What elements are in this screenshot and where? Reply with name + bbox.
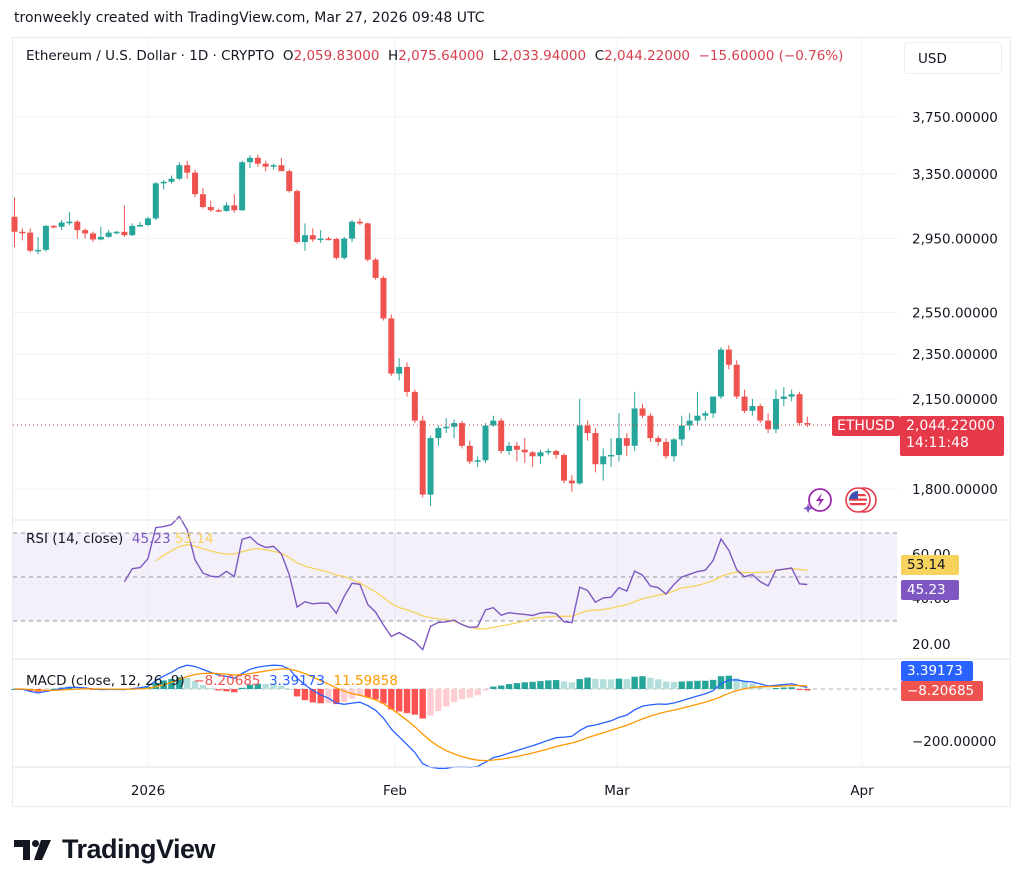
- time-tick: 2026: [131, 783, 165, 799]
- rsi-lines: [123, 515, 808, 652]
- open-value: 2,059.83000: [293, 48, 380, 64]
- rsi-ma-value: 53.14: [174, 531, 214, 547]
- rsi-value-tag: 45.23: [901, 580, 959, 600]
- rsi-legend: RSI (14, close) 45.23 53.14: [26, 531, 214, 547]
- price-axis[interactable]: 3,750.00000 3,350.00000 2,950.00000 2,550.0…: [912, 110, 998, 750]
- price-tick: 2,150.00000: [912, 392, 998, 408]
- price-tick: 2,550.00000: [912, 305, 998, 321]
- gridlines: [13, 38, 897, 767]
- symbol-tag: ETHUSD: [832, 416, 900, 436]
- macd-line-value: 3.39173: [269, 673, 325, 689]
- high-label: H: [388, 48, 399, 64]
- lightning-icon[interactable]: [803, 488, 832, 514]
- open-label: O: [282, 48, 294, 64]
- macd-signal-value: 11.59858: [333, 673, 398, 689]
- close-value: 2,044.22000: [604, 48, 691, 64]
- rsi-ma-tag: 53.14: [901, 555, 959, 575]
- macd-line-tag: 3.39173: [901, 661, 973, 681]
- low-value: 2,033.94000: [500, 48, 587, 64]
- rsi-title: RSI (14, close): [26, 531, 124, 547]
- macd-histogram-tag: −8.20685: [901, 681, 983, 701]
- time-tick: Feb: [383, 783, 407, 799]
- us-flag-icon[interactable]: [845, 487, 877, 513]
- time-tick: Mar: [604, 783, 630, 799]
- price-tick: 2,950.00000: [912, 232, 998, 248]
- macd-tick: −200.00000: [912, 734, 996, 750]
- rsi-tick: 20.00: [912, 637, 951, 653]
- symbol-description: Ethereum / U.S. Dollar · 1D · CRYPTO: [26, 48, 275, 64]
- macd-title: MACD (close, 12, 26, 9): [26, 673, 185, 689]
- time-tick: Apr: [850, 783, 874, 799]
- time-axis[interactable]: 2026 Feb Mar Apr: [131, 783, 874, 799]
- macd-legend: MACD (close, 12, 26, 9) −8.20685 3.39173…: [26, 673, 398, 689]
- last-price-value: 2,044.22000: [906, 418, 996, 434]
- tradingview-logo-icon: [14, 839, 51, 860]
- tradingview-logo[interactable]: TradingView: [14, 834, 216, 865]
- chart-frame: [12, 37, 1011, 807]
- macd-plot: [11, 664, 811, 770]
- price-tick: 1,800.00000: [912, 482, 998, 498]
- price-tick: 3,750.00000: [912, 110, 998, 126]
- price-tick: 3,350.00000: [912, 167, 998, 183]
- close-label: C: [594, 48, 605, 64]
- chart-caption: tronweekly created with TradingView.com,…: [14, 10, 485, 26]
- macd-histogram-value: −8.20685: [193, 673, 261, 689]
- candles: [11, 154, 811, 507]
- price-tick: 2,350.00000: [912, 347, 998, 363]
- change-value: −15.60000 (−0.76%): [698, 48, 844, 64]
- last-price-tag: 2,044.22000 14:11:48: [900, 416, 1004, 456]
- candle-countdown: 14:11:48: [906, 435, 969, 451]
- low-label: L: [492, 48, 501, 64]
- currency-button[interactable]: USD: [904, 42, 1002, 74]
- ohlc-legend: Ethereum / U.S. Dollar · 1D · CRYPTO O2,…: [26, 48, 843, 64]
- tradingview-brand: TradingView: [62, 834, 216, 864]
- high-value: 2,075.64000: [398, 48, 485, 64]
- rsi-value: 45.23: [131, 531, 171, 547]
